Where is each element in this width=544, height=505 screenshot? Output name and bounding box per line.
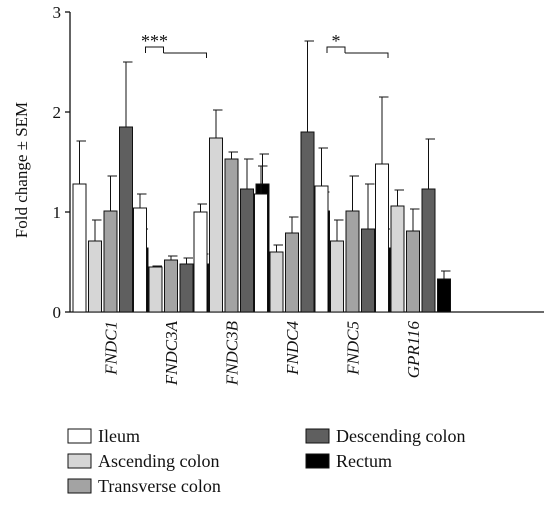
bar — [179, 263, 194, 313]
bar — [285, 232, 299, 313]
y-tick-label: 2 — [53, 103, 62, 122]
bar — [437, 278, 451, 313]
x-tick-label: FNDC1 — [102, 321, 121, 376]
y-tick-label: 1 — [53, 203, 62, 222]
x-tick-label: FNDC3B — [223, 320, 242, 386]
legend-swatch — [67, 428, 92, 444]
legend-swatch — [67, 453, 92, 469]
legend-label: Descending colon — [336, 426, 465, 446]
bar — [361, 228, 375, 313]
significance-bracket — [326, 46, 346, 53]
legend-label: Transverse colon — [98, 476, 221, 496]
y-axis-title: Fold change ± SEM — [12, 102, 31, 238]
bar — [330, 240, 344, 313]
significance-label: * — [332, 31, 341, 51]
bar — [164, 259, 178, 313]
bar — [193, 211, 208, 313]
legend-label: Ascending colon — [98, 451, 219, 471]
bar — [345, 210, 360, 313]
x-tick-label: FNDC5 — [344, 321, 363, 376]
legend-label: Ileum — [98, 426, 140, 446]
bar — [224, 158, 239, 313]
y-tick-label: 0 — [53, 303, 62, 322]
bar — [375, 163, 389, 313]
x-tick-label: FNDC4 — [283, 321, 302, 376]
significance-bracket — [145, 46, 164, 53]
significance-bracket — [345, 52, 389, 58]
bar — [421, 188, 436, 313]
bar — [209, 137, 223, 313]
bar — [88, 240, 102, 313]
legend-swatch — [305, 428, 330, 444]
y-tick-label: 3 — [53, 3, 62, 22]
significance-bracket — [163, 52, 207, 58]
bar — [390, 205, 405, 313]
legend-swatch — [67, 478, 92, 494]
bar — [269, 251, 284, 313]
legend-swatch — [305, 453, 330, 469]
bar — [406, 230, 420, 313]
bar — [103, 210, 118, 313]
bar — [300, 131, 315, 313]
bar — [314, 185, 329, 313]
bar — [72, 183, 87, 313]
significance-label: *** — [141, 31, 168, 51]
bar — [254, 193, 268, 313]
bar — [119, 126, 133, 313]
legend-label: Rectum — [336, 451, 392, 471]
bar — [133, 207, 147, 313]
bar — [240, 188, 254, 313]
bar — [148, 266, 163, 313]
x-tick-label: FNDC3A — [162, 320, 181, 386]
x-tick-label: GPR116 — [404, 321, 423, 379]
